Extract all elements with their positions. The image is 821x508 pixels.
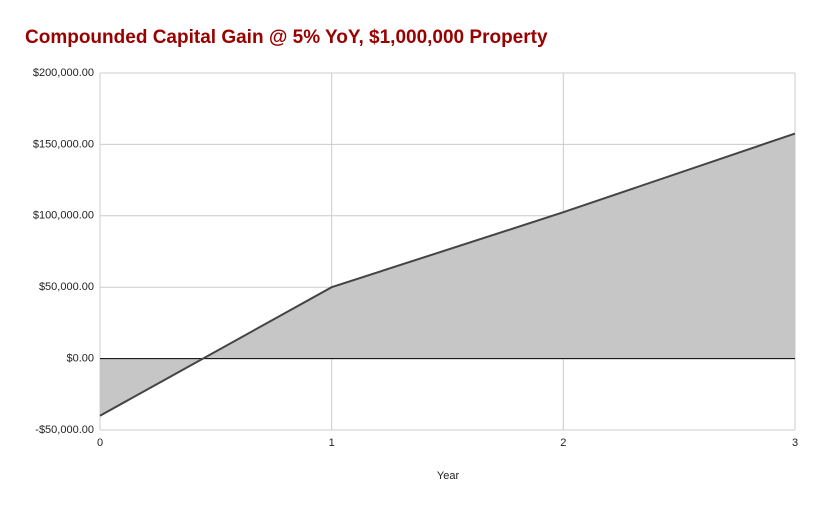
x-axis-label: Year [437,470,460,482]
y-tick-label: $100,000.00 [33,210,94,222]
chart-title: Compounded Capital Gain @ 5% YoY, $1,000… [25,27,548,48]
y-tick-label: $0.00 [66,353,94,365]
y-tick-label: -$50,000.00 [35,424,94,436]
line [99,132,796,417]
y-tick-label: $150,000.00 [33,138,94,150]
x-tick-label: 0 [97,437,103,449]
x-tick-label: 2 [560,437,566,449]
x-tick-label: 1 [329,437,335,449]
x-tick-label: 3 [792,437,798,449]
y-tick-label: $200,000.00 [33,67,94,79]
y-tick-label: $50,000.00 [39,281,94,293]
area [100,133,795,416]
